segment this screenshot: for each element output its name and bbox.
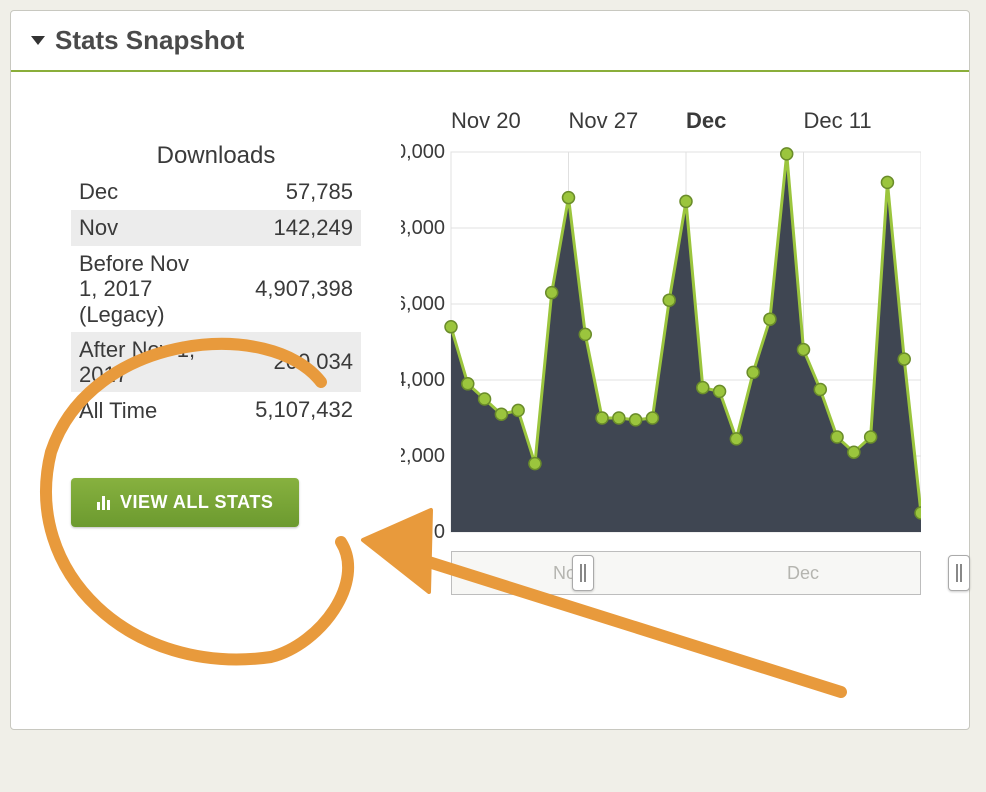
- view-all-stats-label: VIEW ALL STATS: [120, 492, 273, 513]
- svg-text:2,000: 2,000: [401, 445, 445, 467]
- svg-text:10,000: 10,000: [401, 142, 445, 163]
- svg-text:6,000: 6,000: [401, 293, 445, 315]
- downloads-row-value: 5,107,432: [255, 397, 353, 423]
- downloads-row-label: All Time: [79, 398, 157, 423]
- view-all-stats-button[interactable]: VIEW ALL STATS: [71, 478, 299, 527]
- scrubber-month-label: Nov: [452, 563, 686, 584]
- downloads-row: Before Nov 1, 2017 (Legacy) 4,907,398: [71, 246, 361, 332]
- downloads-column: Downloads Dec 57,785 Nov 142,249 Before Nov …: [71, 142, 361, 547]
- downloads-row: After Nov 1, 2017 200,034: [71, 332, 361, 393]
- chart-scrubber[interactable]: Nov Dec: [451, 551, 921, 595]
- downloads-table: Downloads Dec 57,785 Nov 142,249 Before Nov …: [71, 142, 361, 428]
- downloads-row-label: Nov: [79, 215, 118, 240]
- downloads-row-value: 4,907,398: [255, 276, 353, 302]
- downloads-row-label: Dec: [79, 179, 118, 204]
- caret-down-icon: [31, 36, 45, 45]
- svg-text:0: 0: [434, 521, 445, 542]
- downloads-row-label: After Nov 1, 2017: [79, 337, 209, 388]
- downloads-title: Downloads: [71, 142, 361, 170]
- svg-text:4,000: 4,000: [401, 369, 445, 391]
- panel-title: Stats Snapshot: [55, 25, 244, 56]
- scrubber-handle-left[interactable]: [572, 555, 594, 591]
- downloads-row-value: 142,249: [273, 215, 353, 241]
- chart-top-axis: Nov 20Nov 27DecDec 11: [451, 108, 921, 134]
- svg-text:8,000: 8,000: [401, 217, 445, 239]
- scrubber-handle-right[interactable]: [948, 555, 970, 591]
- downloads-row: Dec 57,785: [71, 174, 361, 210]
- downloads-row: Nov 142,249: [71, 210, 361, 246]
- downloads-row-label: Before Nov 1, 2017 (Legacy): [79, 251, 209, 327]
- chart-top-label: Dec 11: [804, 108, 922, 134]
- chart-top-label: Nov 20: [451, 108, 569, 134]
- downloads-chart: Nov 20Nov 27DecDec 11 02,0004,0006,0008,…: [401, 142, 921, 547]
- bar-chart-icon: [97, 496, 110, 510]
- chart-top-label: Nov 27: [569, 108, 687, 134]
- panel-header[interactable]: Stats Snapshot: [11, 11, 969, 72]
- downloads-row-value: 57,785: [286, 179, 353, 205]
- panel-body: Downloads Dec 57,785 Nov 142,249 Before Nov …: [11, 72, 969, 572]
- stats-panel: Stats Snapshot Downloads Dec 57,785 Nov 142…: [10, 10, 970, 730]
- chart-svg: 0 2,000 4,000 6,000 8,000 10,000: [401, 142, 921, 542]
- chart-top-label: Dec: [686, 108, 804, 134]
- downloads-row-value: 200,034: [273, 349, 353, 375]
- scrubber-month-label: Dec: [686, 563, 920, 584]
- downloads-row: All Time 5,107,432: [71, 392, 361, 428]
